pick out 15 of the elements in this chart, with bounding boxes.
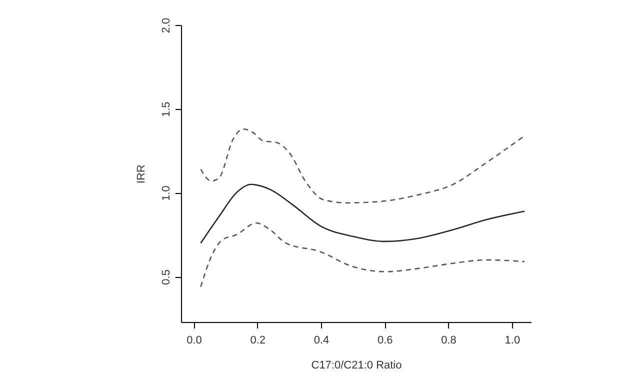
line-series [200, 222, 526, 288]
x-tick-label: 0.8 [441, 334, 456, 346]
y-axis-title: IRR [136, 164, 148, 184]
y-tick-label: 1.0 [160, 186, 172, 201]
x-tick-label: 1.0 [504, 334, 520, 346]
line-series [200, 184, 526, 244]
y-tick-label: 1.5 [160, 102, 172, 118]
x-axis-title: C17:0/C21:0 Ratio [311, 360, 402, 372]
x-tick-label: 0.0 [186, 334, 202, 346]
y-tick-label: 0.5 [160, 270, 172, 285]
x-tick-label: 0.6 [377, 334, 393, 346]
x-tick-label: 0.2 [250, 334, 266, 346]
y-tick-label: 2.0 [160, 18, 172, 34]
x-tick-label: 0.4 [314, 334, 330, 346]
line-series [200, 128, 526, 204]
